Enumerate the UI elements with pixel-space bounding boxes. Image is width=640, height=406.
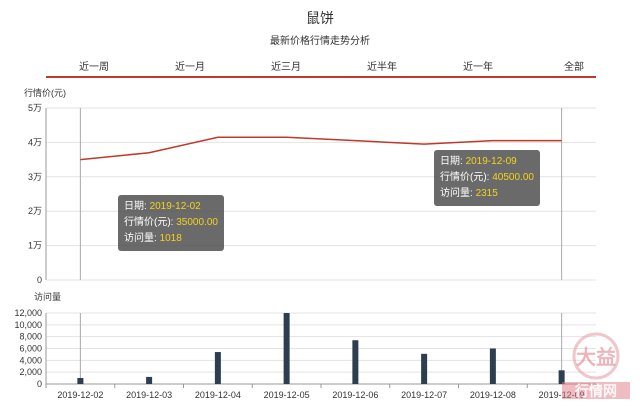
tab-month[interactable]: 近一月 [175,62,205,73]
price-tick-label: 1万 [28,241,42,251]
x-tick-label: 2019-12-08 [470,390,516,400]
visits-tick-label: 12,000 [14,308,42,318]
price-tick-label: 5万 [28,103,42,113]
visits-bar [77,377,84,384]
visits-bar [214,352,221,384]
visits-tick-label: 6,000 [19,344,42,354]
visits-bar [421,353,428,384]
svg-text:大益: 大益 [576,345,616,369]
page-subtitle: 最新价格行情走势分析 [270,36,370,47]
range-tabs: 近一周 近一月 近三月 近半年 近一年 全部 [46,58,596,76]
price-tick-label: 3万 [28,172,42,182]
price-axis-title: 行情价(元) [24,87,66,98]
price-tick-label: 0 [37,275,42,285]
x-tick-label: 2019-12-02 [57,390,103,400]
visits-bar [352,340,359,384]
visits-bar [558,370,565,384]
x-tick-label: 2019-12-09 [539,390,585,400]
visits-tick-label: 2,000 [19,367,42,377]
visits-bar [146,376,153,384]
x-tick-label: 2019-12-03 [126,390,172,400]
x-tick-label: 2019-12-06 [332,390,378,400]
logo-watermark: 大益 行情网 [562,332,630,400]
tab-week[interactable]: 近一周 [79,62,109,73]
visits-tick-label: 10,000 [14,320,42,330]
price-tick-label: 2万 [28,206,42,216]
visits-bar [283,313,290,384]
tab-three-months[interactable]: 近三月 [271,62,301,73]
x-tick-label: 2019-12-04 [195,390,241,400]
x-tick-label: 2019-12-05 [264,390,310,400]
price-series-line [80,136,562,161]
tab-year[interactable]: 近一年 [463,62,493,73]
tab-half-year[interactable]: 近半年 [367,62,397,73]
svg-text:行情网: 行情网 [574,383,617,400]
visits-bar [489,348,496,384]
tab-all[interactable]: 全部 [564,62,584,73]
x-tick-label: 2019-12-07 [401,390,447,400]
visits-tick-label: 8,000 [19,332,42,342]
visits-tick-label: 4,000 [19,355,42,365]
price-tick-label: 4万 [28,137,42,147]
tooltip-last: 日期: 2019-12-09 行情价(元): 40500.00 访问量: 231… [434,150,540,206]
visits-tick-label: 0 [37,379,42,389]
page-title: 鼠饼 [306,10,334,26]
visits-axis-title: 访问量 [34,291,61,302]
tabs-underline [46,76,596,78]
tooltip-first: 日期: 2019-12-02 行情价(元): 35000.00 访问量: 101… [118,195,224,251]
